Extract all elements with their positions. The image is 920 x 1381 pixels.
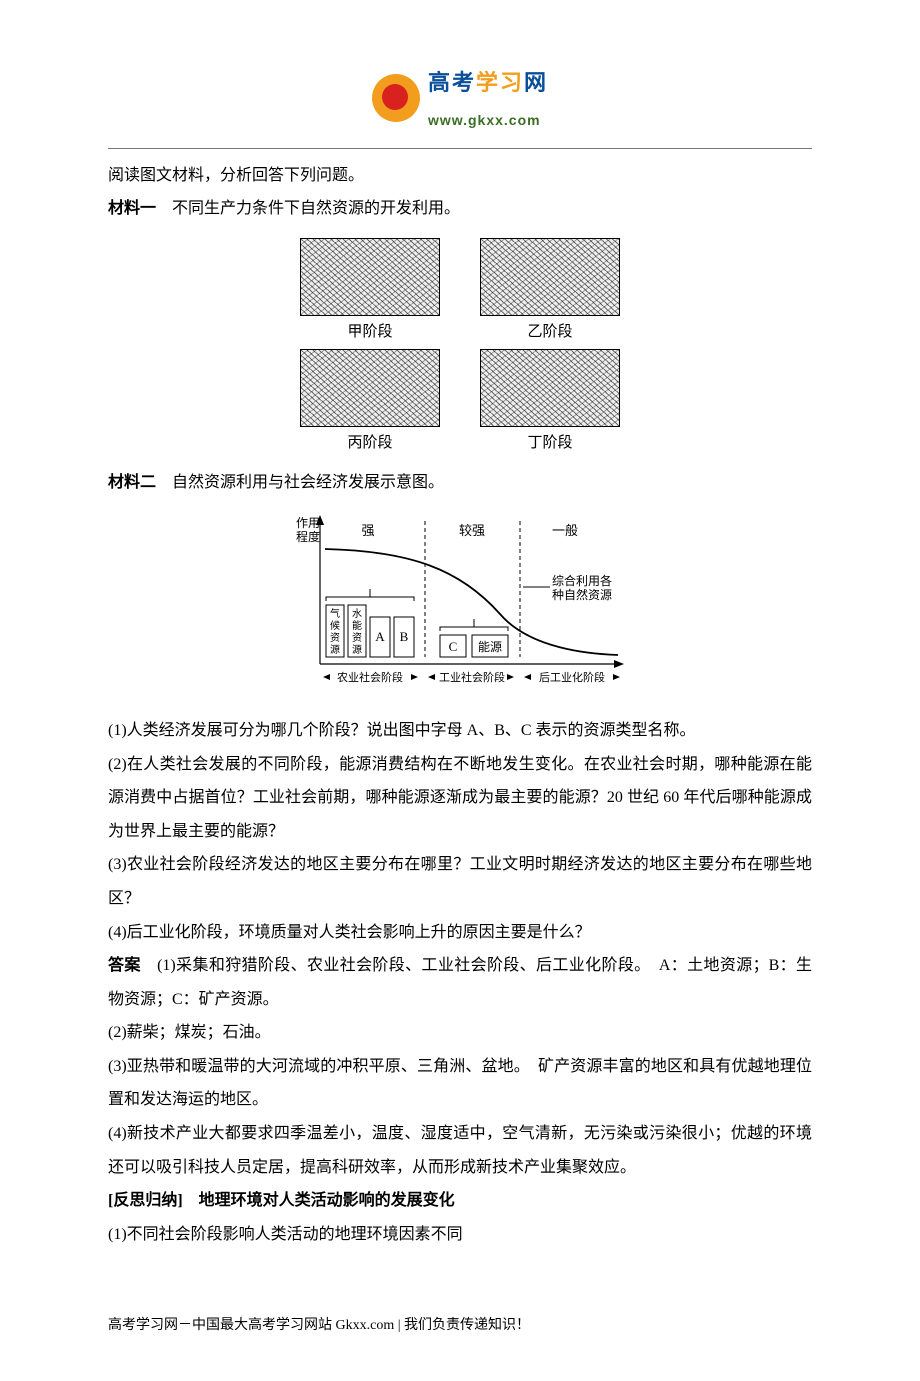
header-logo-block: 高考学习网 www.gkxx.com	[108, 60, 812, 136]
logo-text: 高考学习网 www.gkxx.com	[428, 60, 548, 136]
material-2-line: 材料二 自然资源利用与社会经济发展示意图。	[108, 466, 812, 500]
reflection-heading-line: [反思归纳] 地理环境对人类活动影响的发展变化	[108, 1184, 812, 1218]
stage-figure-grid: 甲阶段 乙阶段 丙阶段 丁阶段	[108, 238, 812, 454]
stage-a-caption: 甲阶段	[290, 322, 450, 343]
logo-url: www.gkxx.com	[428, 106, 548, 135]
svg-text:气: 气	[330, 607, 340, 620]
right-note-1: 综合利用各	[552, 573, 612, 588]
stage-a-sketch	[300, 238, 440, 316]
x-agri: 农业社会阶段	[337, 670, 403, 684]
reflection-title: 地理环境对人类活动影响的发展变化	[183, 1192, 455, 1209]
material-1-text: 不同生产力条件下自然资源的开发利用。	[156, 200, 460, 217]
answer-3: (3)亚热带和暖温带的大河流域的冲积平原、三角洲、盆地。 矿产资源丰富的地区和具…	[108, 1050, 812, 1117]
answer-1: (1)采集和狩猎阶段、农业社会阶段、工业社会阶段、后工业化阶段。 A：土地资源；…	[108, 957, 812, 1008]
x-post: 后工业化阶段	[539, 670, 605, 684]
y-axis-bottom: 程度	[296, 529, 320, 544]
box-a-label: A	[375, 629, 385, 644]
box-energy-label: 能源	[478, 640, 502, 654]
svg-text:源: 源	[330, 643, 340, 656]
zone-mid: 较强	[459, 523, 485, 538]
y-axis-top: 作用	[296, 516, 320, 530]
answer-1-line: 答案 (1)采集和狩猎阶段、农业社会阶段、工业社会阶段、后工业化阶段。 A：土地…	[108, 949, 812, 1016]
material-2-label: 材料二	[108, 474, 156, 491]
page-footer: 高考学习网－中国最大高考学习网站 Gkxx.com | 我们负责传递知识！	[108, 1311, 812, 1340]
stage-c-sketch	[300, 349, 440, 427]
material-1-line: 材料一 不同生产力条件下自然资源的开发利用。	[108, 192, 812, 226]
zone-normal: 一般	[552, 523, 578, 538]
svg-text:水: 水	[352, 608, 362, 620]
material-2-text: 自然资源利用与社会经济发展示意图。	[156, 474, 444, 491]
x-indus: 工业社会阶段	[439, 670, 505, 684]
svg-text:资: 资	[352, 632, 362, 644]
box-hydro: 水 能 资 源	[348, 605, 366, 657]
answer-label: 答案	[108, 957, 141, 974]
svg-text:能: 能	[352, 619, 362, 632]
reflection-p1: (1)不同社会阶段影响人类活动的地理环境因素不同	[108, 1218, 812, 1252]
answer-2: (2)薪柴；煤炭；石油。	[108, 1016, 812, 1050]
resource-diagram: 作用 程度 强 较强 一般 综合利用各 种自然资源 气 候 资 源 水 能 资 …	[290, 509, 630, 689]
question-1: (1)人类经济发展可分为哪几个阶段？说出图中字母 A、B、C 表示的资源类型名称…	[108, 714, 812, 748]
question-2: (2)在人类社会发展的不同阶段，能源消费结构在不断地发生变化。在农业社会时期，哪…	[108, 748, 812, 849]
question-3: (3)农业社会阶段经济发达的地区主要分布在哪里？工业文明时期经济发达的地区主要分…	[108, 848, 812, 915]
right-note-2: 种自然资源	[552, 587, 612, 602]
intro-text: 阅读图文材料，分析回答下列问题。	[108, 159, 812, 193]
logo-ball-icon	[372, 74, 420, 122]
reflection-head: [反思归纳]	[108, 1192, 183, 1209]
svg-text:源: 源	[352, 643, 362, 656]
diagram-wrap: 作用 程度 强 较强 一般 综合利用各 种自然资源 气 候 资 源 水 能 资 …	[108, 509, 812, 702]
logo: 高考学习网 www.gkxx.com	[372, 60, 548, 136]
svg-text:资: 资	[330, 632, 340, 644]
question-4: (4)后工业化阶段，环境质量对人类社会影响上升的原因主要是什么？	[108, 916, 812, 950]
stage-c-caption: 丙阶段	[290, 433, 450, 454]
zone-strong: 强	[361, 523, 374, 538]
stage-d-caption: 丁阶段	[470, 433, 630, 454]
answer-4: (4)新技术产业大都要求四季温差小，温度、湿度适中，空气清新，无污染或污染很小；…	[108, 1117, 812, 1184]
logo-title: 高考学习网	[428, 60, 548, 106]
stage-d-sketch	[480, 349, 620, 427]
stage-b-caption: 乙阶段	[470, 322, 630, 343]
box-b-label: B	[400, 629, 409, 644]
box-climate: 气 候 资 源	[326, 605, 344, 657]
stage-b-sketch	[480, 238, 620, 316]
box-c-label: C	[449, 639, 458, 654]
svg-text:候: 候	[330, 619, 340, 632]
material-1-label: 材料一	[108, 200, 156, 217]
header-separator	[108, 148, 812, 149]
